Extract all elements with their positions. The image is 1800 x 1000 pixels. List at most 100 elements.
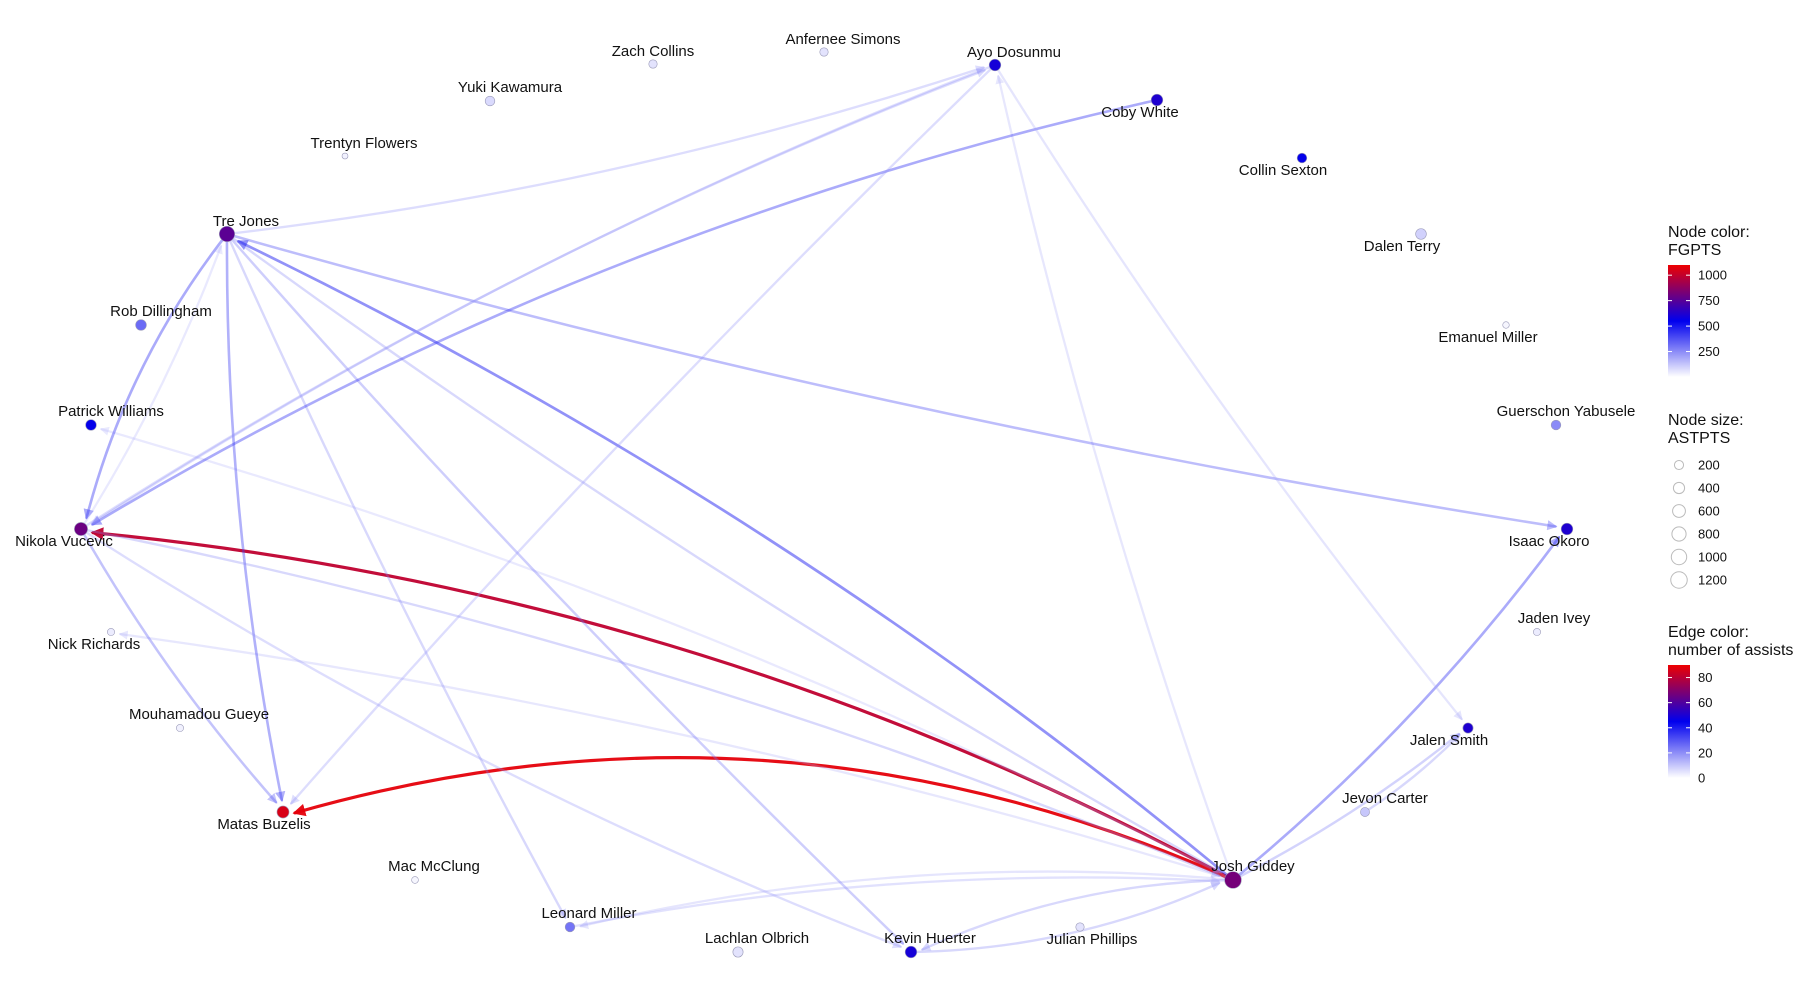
edge-color-legend: Edge color: number of assists 80 60 40 20 0 (1668, 624, 1793, 786)
node-color-legend-subtitle: FGPTS (1668, 242, 1721, 259)
node-size-legend-subtitle: ASTPTS (1668, 430, 1730, 447)
node-label: Anfernee Simons (785, 31, 900, 48)
node (176, 724, 184, 732)
node-color-legend-title: Node color: (1668, 224, 1750, 241)
node (218, 225, 236, 243)
node (74, 522, 88, 536)
node-label: Trentyn Flowers (311, 135, 418, 152)
legend-tick-label: 20 (1698, 745, 1712, 760)
edge (1231, 535, 1561, 882)
node (1462, 722, 1474, 734)
edge (290, 63, 997, 805)
size-legend-circle (1670, 571, 1688, 589)
edge (1231, 732, 1461, 882)
node-color-legend: Node color: FGPTS 1000 750 500 250 (1668, 224, 1750, 377)
size-legend-label: 1200 (1698, 573, 1727, 588)
legend-tick-label: 0 (1698, 771, 1705, 786)
edge (83, 232, 229, 520)
node (648, 59, 658, 69)
node-label: Emanuel Miller (1438, 329, 1537, 346)
edge (909, 881, 1221, 954)
node-label: Josh Giddey (1211, 858, 1295, 875)
legend-tick-label: 500 (1698, 319, 1720, 334)
node-label: Rob Dillingham (110, 303, 212, 320)
node (1533, 628, 1541, 636)
edge (225, 232, 905, 945)
node-size-items: 200 400 600 800 1000 1200 (1670, 458, 1727, 589)
edge (225, 232, 567, 919)
edge (79, 527, 278, 804)
edge (1363, 733, 1461, 814)
edge (920, 878, 1235, 951)
node (732, 946, 744, 958)
edge (225, 65, 986, 236)
node (1075, 922, 1085, 932)
nodes-layer (74, 47, 1574, 959)
node-label: Dalen Terry (1364, 238, 1441, 255)
node-label: Mouhamadou Gueye (129, 706, 269, 723)
edge (292, 756, 1235, 882)
legend-tick-label: 80 (1698, 670, 1712, 685)
edge (236, 240, 1235, 882)
edge (90, 527, 1235, 882)
node (484, 95, 496, 107)
node-label: Jalen Smith (1410, 732, 1488, 749)
edge-color-ticks: 80 60 40 20 0 (1668, 670, 1712, 786)
node-label: Nikola Vucevic (15, 533, 113, 550)
edge (225, 232, 286, 803)
size-legend-label: 400 (1698, 481, 1720, 496)
edge (568, 875, 1221, 929)
node-label: Tre Jones (213, 213, 279, 230)
edge (225, 232, 1558, 531)
size-legend-label: 200 (1698, 458, 1720, 473)
edge-color-legend-subtitle: number of assists (1668, 642, 1793, 659)
edge-color-gradient-bar (1668, 665, 1690, 778)
node (85, 419, 97, 431)
edge (579, 870, 1235, 930)
edge (79, 527, 903, 949)
node (1296, 152, 1308, 164)
node (1150, 93, 1164, 107)
edge (225, 232, 1223, 874)
node (1360, 807, 1370, 817)
node (564, 921, 576, 933)
node (341, 152, 349, 160)
node (276, 805, 290, 819)
size-legend-circle (1670, 548, 1688, 566)
node-label: Matas Buzelis (217, 816, 310, 833)
edge-color-legend-title: Edge color: (1668, 624, 1749, 641)
legend-tick-label: 40 (1698, 720, 1712, 735)
node-label: Patrick Williams (58, 403, 164, 420)
edge (79, 244, 223, 531)
size-legend-circle (1672, 481, 1686, 495)
node-label: Nick Richards (48, 636, 141, 653)
node (1550, 419, 1562, 431)
size-legend-circle (1672, 504, 1686, 518)
legend-tick-label: 750 (1698, 293, 1720, 308)
node-size-legend: Node size: ASTPTS 200 400 600 800 1000 1200 (1668, 412, 1744, 589)
edge (118, 630, 1235, 882)
node (1560, 522, 1574, 536)
size-legend-circle (1671, 526, 1687, 542)
edge (995, 74, 1235, 882)
labels-layer: Zach Collins Anfernee Simons Ayo Dosunmu Yu… (15, 31, 1635, 948)
node-label: Coby White (1101, 104, 1179, 121)
node-label: Collin Sexton (1239, 162, 1327, 179)
node-label: Yuki Kawamura (458, 79, 563, 96)
node (1224, 871, 1242, 889)
node (1502, 321, 1510, 329)
edge (99, 426, 1235, 882)
node-label: Jevon Carter (1342, 790, 1428, 807)
node-label: Jaden Ivey (1518, 610, 1591, 627)
node (411, 876, 419, 884)
edge (90, 63, 997, 525)
legend: Node color: FGPTS 1000 750 500 250 Node siz… (1668, 224, 1793, 786)
node (819, 47, 829, 57)
node-label: Isaac Okoro (1509, 533, 1590, 550)
node-label: Kevin Huerter (884, 930, 976, 947)
size-legend-label: 800 (1698, 527, 1720, 542)
node-label: Lachlan Olbrich (705, 930, 809, 947)
legend-tick-label: 250 (1698, 344, 1720, 359)
edge (79, 68, 987, 531)
edge (90, 98, 1159, 526)
